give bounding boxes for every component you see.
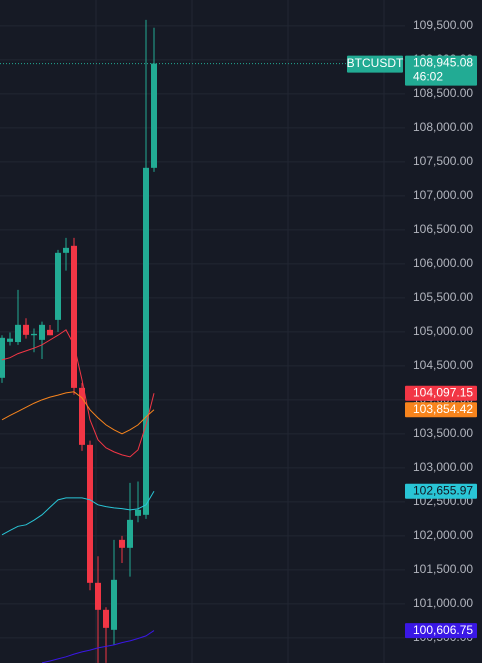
grid xyxy=(0,25,405,639)
price-label: 104,097.15 xyxy=(413,385,473,399)
price-label: 100,606.75 xyxy=(413,623,473,637)
candle-body xyxy=(79,387,85,445)
candle-body xyxy=(151,63,157,168)
last-price-box xyxy=(405,55,477,86)
candle-body xyxy=(55,252,61,320)
candle-body xyxy=(15,324,21,343)
y-tick-label: 102,000.00 xyxy=(413,528,473,542)
candle-body xyxy=(63,247,69,253)
price-label-box xyxy=(405,483,477,499)
candle-body xyxy=(119,539,125,548)
y-tick-label: 103,000.00 xyxy=(413,460,473,474)
candle-body xyxy=(7,338,13,342)
candle-body xyxy=(95,582,101,610)
moving-average-line xyxy=(1,490,155,536)
y-tick-label: 101,000.00 xyxy=(413,596,473,610)
price-labels: 104,097.15 103,854.42 102,655.97 100,606.75… xyxy=(347,55,477,639)
candle-body xyxy=(0,337,5,378)
candle-body xyxy=(111,579,117,630)
price-label-box xyxy=(405,623,477,639)
candle-body xyxy=(135,509,141,516)
candle-body xyxy=(39,324,45,340)
candle-body xyxy=(143,167,149,515)
y-tick-label: 106,500.00 xyxy=(413,222,473,236)
candle-body xyxy=(87,444,93,583)
candle-body xyxy=(31,333,37,336)
y-tick-label: 105,500.00 xyxy=(413,290,473,304)
moving-average-line xyxy=(1,329,155,458)
y-tick-label: 106,000.00 xyxy=(413,256,473,270)
symbol-box xyxy=(347,55,403,73)
y-tick-label: 101,500.00 xyxy=(413,562,473,576)
y-tick-label: 108,000.00 xyxy=(413,120,473,134)
moving-average-line xyxy=(41,630,155,663)
y-tick-label: 104,500.00 xyxy=(413,358,473,372)
y-tick-label: 103,500.00 xyxy=(413,426,473,440)
price-label-box xyxy=(405,402,477,418)
plot-area xyxy=(0,19,405,663)
price-axis: 100,500.00101,000.00101,500.00102,000.00… xyxy=(413,18,473,644)
price-label: 103,854.42 xyxy=(413,402,473,416)
y-tick-label: 105,000.00 xyxy=(413,324,473,338)
price-label: 102,655.97 xyxy=(413,483,473,497)
symbol-label: BTCUSDT xyxy=(347,56,404,70)
y-tick-label: 109,500.00 xyxy=(413,18,473,32)
last-price-label: 108,945.08 xyxy=(413,56,473,70)
y-tick-label: 108,500.00 xyxy=(413,86,473,100)
candle-body xyxy=(71,245,77,388)
price-label-box xyxy=(405,385,477,401)
y-tick-label: 107,000.00 xyxy=(413,188,473,202)
y-tick-label: 107,500.00 xyxy=(413,154,473,168)
candle-body xyxy=(127,519,133,548)
moving-average-line xyxy=(1,391,155,435)
countdown-label: 46:02 xyxy=(413,70,443,84)
candle-body xyxy=(23,324,29,335)
candle-body xyxy=(103,609,109,628)
candle-body xyxy=(47,329,53,336)
